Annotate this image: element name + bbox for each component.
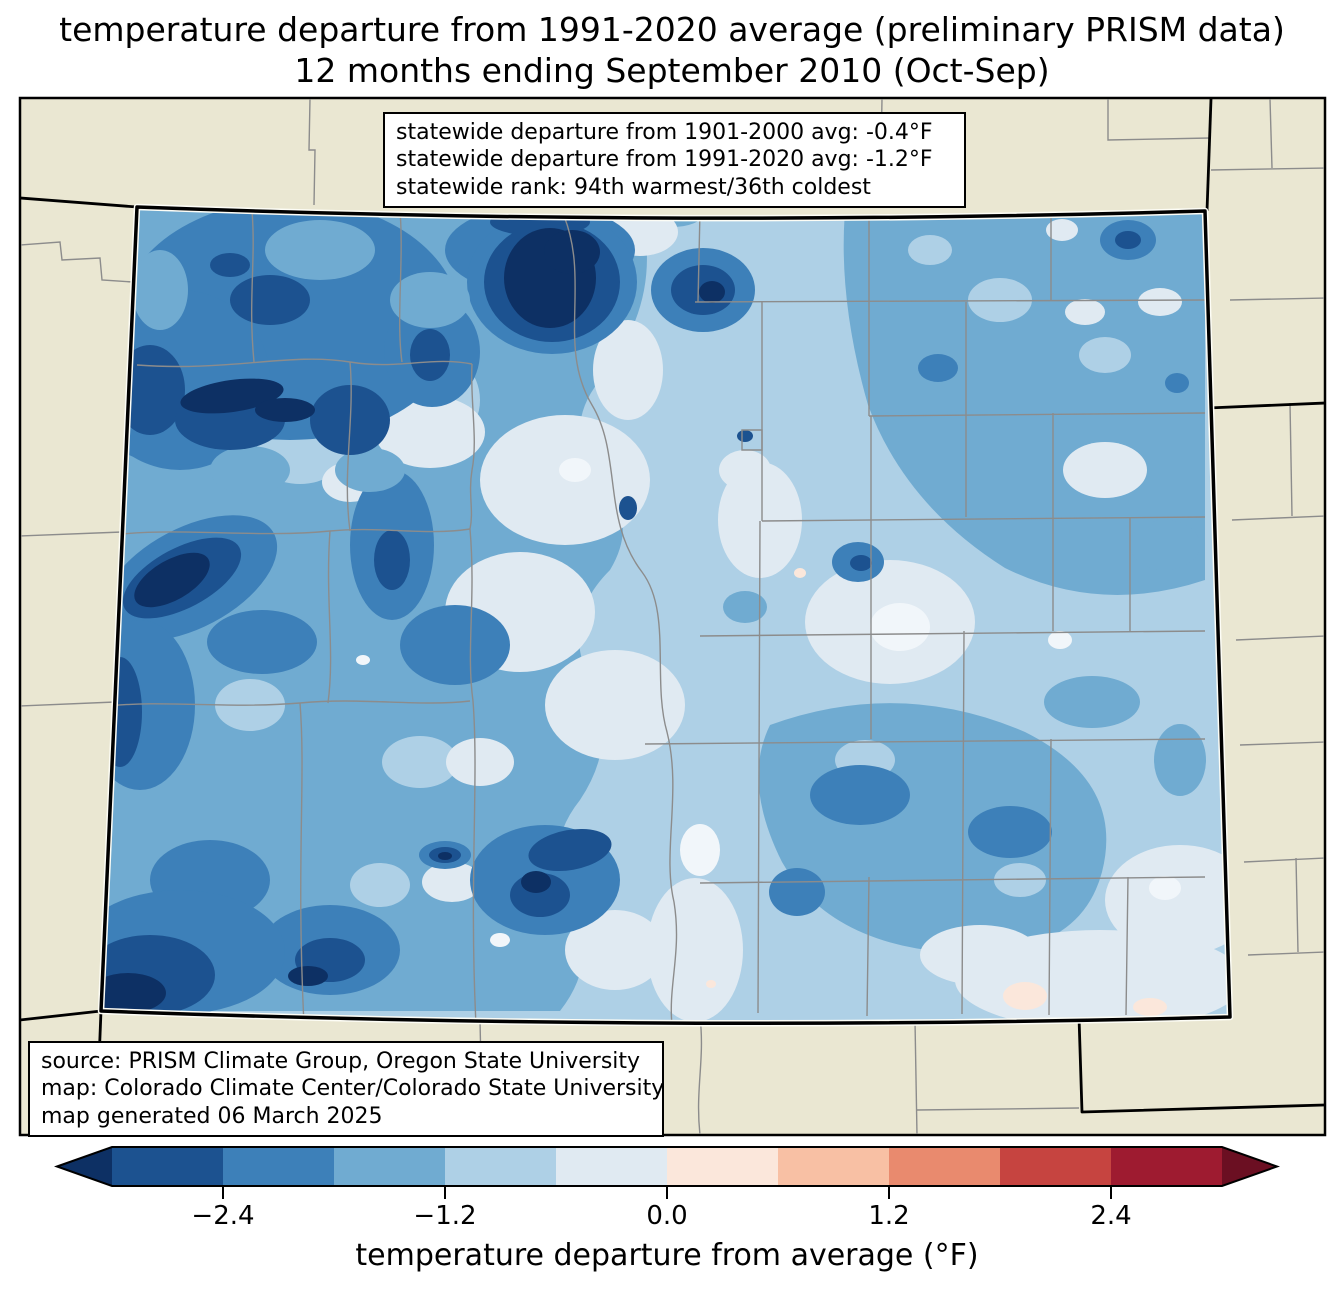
source-line: source: PRISM Climate Group, Oregon Stat… — [41, 1049, 641, 1074]
statewide-stats-box: statewide departure from 1901-2000 avg: … — [383, 112, 966, 209]
map-generated-line: map generated 06 March 2025 — [41, 1103, 383, 1129]
colorbar-bin-5 — [556, 1147, 667, 1186]
colorbar-bin-3 — [334, 1147, 445, 1186]
map-credit-line: map: Colorado Climate Center/Colorado St… — [41, 1076, 665, 1102]
neighbor-state-lines — [21, 99, 1324, 1134]
colorbar-tick-0p0: 0.0 — [646, 1201, 688, 1231]
colorbar-bin-6 — [667, 1147, 778, 1186]
figure-title-line2: 12 months ending September 2010 (Oct-Sep… — [294, 51, 1050, 90]
colorbar-tick-marks — [222, 1186, 1112, 1199]
map-plot-area — [18, 96, 1327, 1137]
neighbor-state-borders — [21, 99, 1324, 1134]
figure-title-line1: temperature departure from 1991-2020 ave… — [59, 10, 1285, 49]
source-attribution-box: source: PRISM Climate Group, Oregon Stat… — [28, 1041, 665, 1138]
colorbar-over-arrow — [1222, 1147, 1277, 1186]
colorado-contour-fills — [101, 207, 1230, 1024]
colorbar-axis-label: temperature departure from average (°F) — [355, 1238, 979, 1273]
stat-statewide-rank: statewide rank: 94th warmest/36th coldes… — [396, 174, 871, 200]
colorbar-bin-8 — [889, 1147, 1000, 1186]
colorbar-bin-7 — [778, 1147, 889, 1186]
colorbar-tick-neg2p4: −2.4 — [191, 1201, 255, 1231]
colorbar-bin-1 — [112, 1147, 223, 1186]
colorbar-bin-2 — [223, 1147, 334, 1186]
colorbar-bin-4 — [445, 1147, 556, 1186]
colorbar-outline — [54, 1146, 1280, 1187]
colorado-border — [99, 205, 1232, 1025]
colorbar-segments — [112, 1147, 1222, 1186]
stat-departure-1991-2020: statewide departure from 1991-2020 avg: … — [396, 147, 933, 173]
colorbar-tick-2p4: 2.4 — [1090, 1201, 1132, 1231]
colorbar-tick-neg1p2: −1.2 — [413, 1201, 477, 1231]
neighbor-county-lines — [21, 99, 1324, 1134]
colorado-county-lines — [107, 210, 1206, 1024]
colorbar-bin-9 — [1000, 1147, 1111, 1186]
colorbar-under-arrow — [57, 1147, 112, 1186]
stat-departure-1901-2000: statewide departure from 1901-2000 avg: … — [396, 120, 933, 145]
colorbar — [54, 1146, 1280, 1199]
colorbar-tick-1p2: 1.2 — [868, 1201, 910, 1231]
colorbar-bin-10 — [1111, 1147, 1222, 1186]
